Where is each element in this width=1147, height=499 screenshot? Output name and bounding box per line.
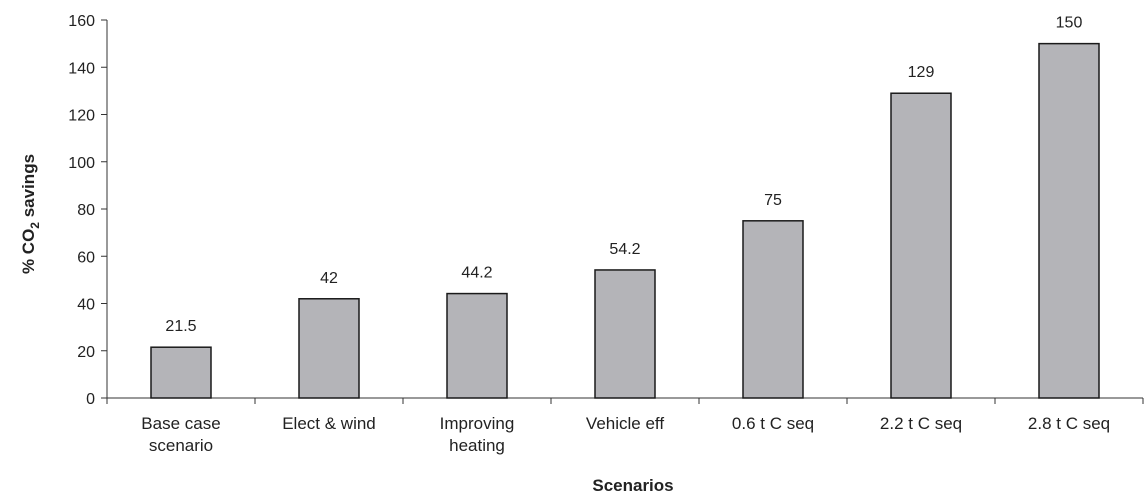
category-label: Elect & wind xyxy=(282,414,376,433)
category-label-line: Improving xyxy=(440,414,515,433)
y-axis-title: % CO2 savings xyxy=(19,154,42,274)
bar xyxy=(890,92,952,399)
bar xyxy=(446,292,508,399)
y-axis: 0 20 40 60 80 100 120 140 160 xyxy=(68,13,108,408)
y-tick-label: 60 xyxy=(77,249,95,266)
bar xyxy=(742,220,804,399)
category-label-line: Vehicle eff xyxy=(586,414,664,433)
category-labels: Base case scenario Elect & wind Improving he… xyxy=(141,414,1110,455)
y-axis-title-subscript: 2 xyxy=(28,222,42,229)
category-label-line: heating xyxy=(449,436,505,455)
x-axis-title: Scenarios xyxy=(592,476,673,495)
y-tick-label: 80 xyxy=(77,202,95,219)
y-tick-label: 120 xyxy=(68,108,95,125)
category-label: 2.2 t C seq xyxy=(880,414,962,433)
bar xyxy=(1038,42,1100,399)
y-tick-label: 160 xyxy=(68,13,95,30)
category-label-line: 2.2 t C seq xyxy=(880,414,962,433)
bar xyxy=(150,346,212,399)
category-label: 0.6 t C seq xyxy=(732,414,814,433)
bar-value-label: 75 xyxy=(764,192,782,209)
y-tick-label: 0 xyxy=(86,391,95,408)
bar-value-label: 129 xyxy=(908,64,935,81)
bar-value-label: 54.2 xyxy=(609,241,640,258)
x-axis xyxy=(106,397,1144,404)
bar-value-label: 42 xyxy=(320,270,338,287)
category-label-line: 2.8 t C seq xyxy=(1028,414,1110,433)
bar xyxy=(298,298,360,399)
category-label-line: 0.6 t C seq xyxy=(732,414,814,433)
bar-value-label: 44.2 xyxy=(461,265,492,282)
category-label-line: Base case xyxy=(141,414,220,433)
y-tick-label: 100 xyxy=(68,155,95,172)
category-label: Improving heating xyxy=(440,414,515,455)
category-label: Base case scenario xyxy=(141,414,220,455)
y-tick-label: 40 xyxy=(77,297,95,314)
bar xyxy=(594,269,656,399)
y-axis-title-prefix: % CO xyxy=(19,229,38,274)
value-labels: 21.5 42 44.2 54.2 75 129 150 xyxy=(165,15,1082,336)
bars xyxy=(150,42,1100,399)
y-axis-title-suffix: savings xyxy=(19,154,38,222)
y-tick-label: 140 xyxy=(68,60,95,77)
category-label-line: scenario xyxy=(149,436,213,455)
category-label: Vehicle eff xyxy=(586,414,664,433)
y-tick-label: 20 xyxy=(77,344,95,361)
bar-value-label: 21.5 xyxy=(165,318,196,335)
bar-value-label: 150 xyxy=(1056,15,1083,32)
category-label: 2.8 t C seq xyxy=(1028,414,1110,433)
category-label-line: Elect & wind xyxy=(282,414,376,433)
